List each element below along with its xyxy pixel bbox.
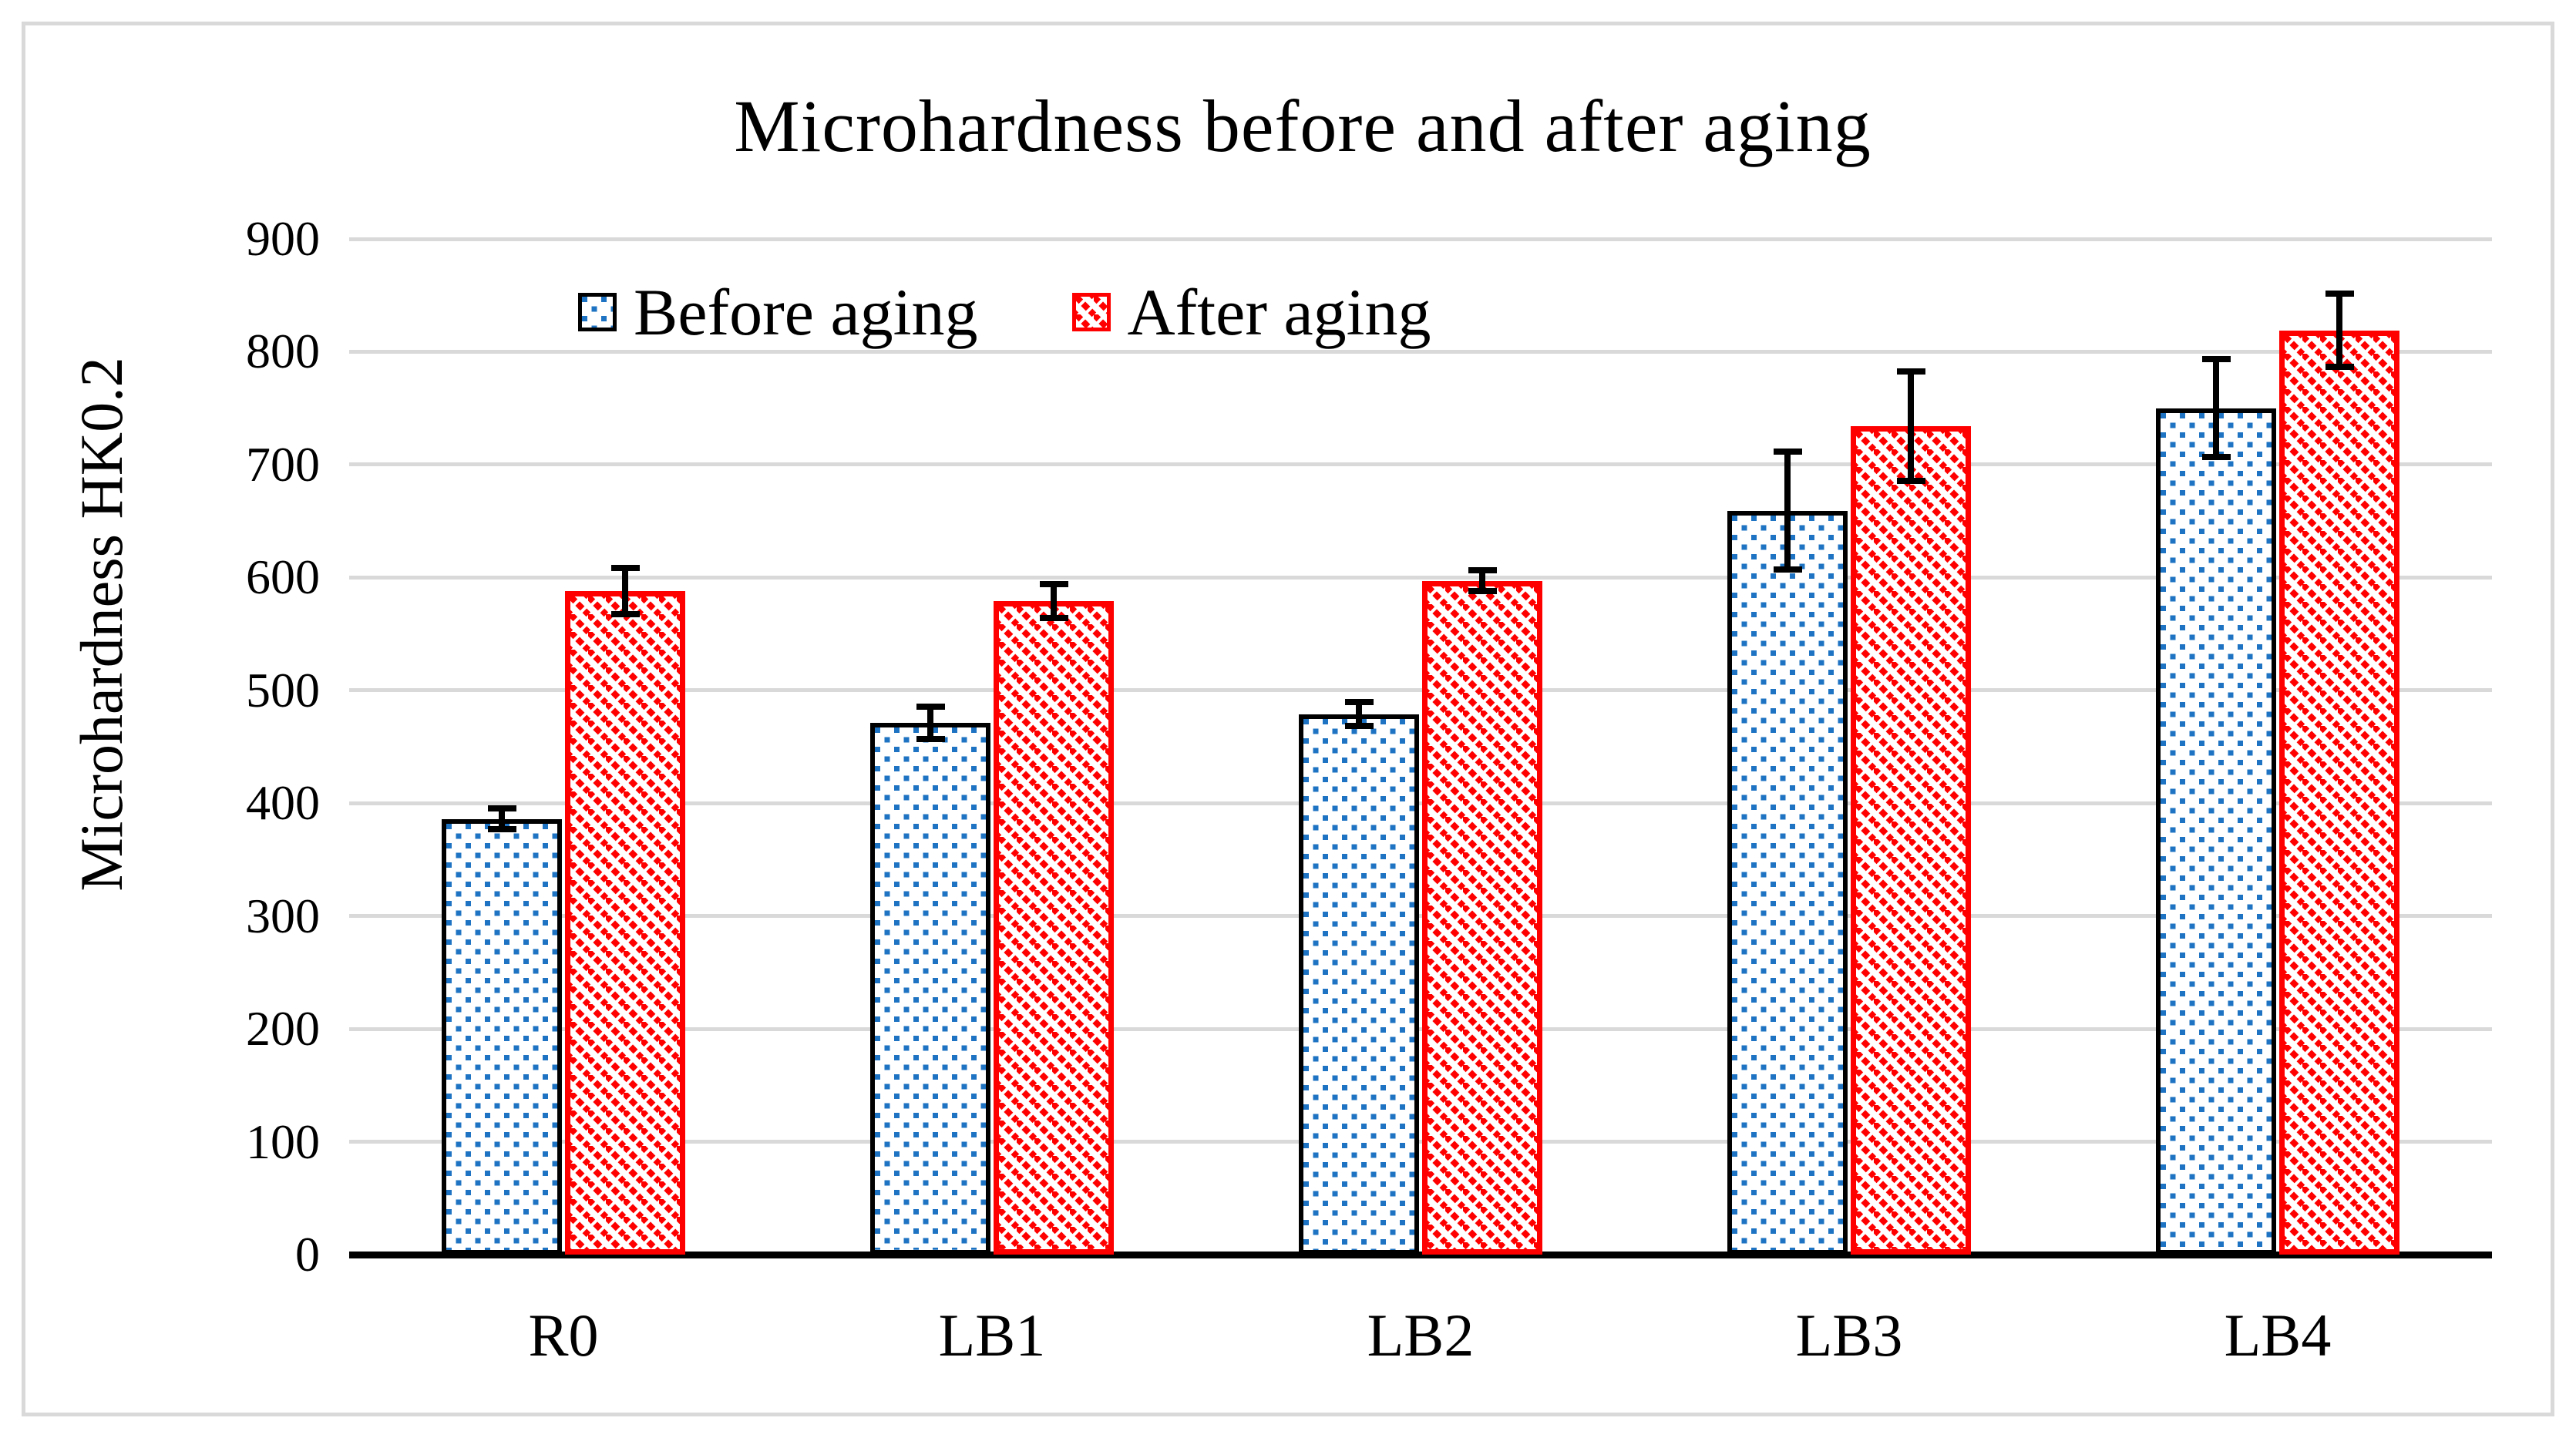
gridline-300 [349, 914, 2492, 919]
gridline-200 [349, 1026, 2492, 1031]
bar-after-aging-LB4 [2279, 330, 2399, 1255]
error-bar-before-aging-LB3 [1773, 449, 1802, 573]
y-tick-label-700: 700 [246, 436, 320, 492]
error-bar-line [2336, 291, 2342, 370]
y-tick-label-100: 100 [246, 1114, 320, 1169]
x-category-label-LB4: LB4 [2224, 1302, 2332, 1369]
gridline-900 [349, 237, 2492, 241]
y-tick-label-400: 400 [246, 775, 320, 831]
after-aging-swatch-icon [1071, 293, 1111, 331]
bar-before-aging-LB2 [1299, 714, 1419, 1255]
error-bar-line [1784, 449, 1791, 573]
error-bar-line [499, 805, 505, 833]
legend-label-before-aging: Before aging [634, 275, 978, 349]
error-bar-after-aging-LB1 [1039, 580, 1068, 622]
error-bar-after-aging-LB3 [1896, 368, 1925, 485]
before-aging-swatch-icon [578, 293, 617, 331]
x-category-label-LB1: LB1 [938, 1302, 1046, 1369]
y-tick-label-0: 0 [295, 1227, 320, 1282]
bar-before-aging-LB4 [2156, 408, 2276, 1255]
error-bar-after-aging-LB4 [2325, 291, 2354, 370]
gridline-800 [349, 349, 2492, 354]
error-bar-before-aging-LB1 [916, 704, 945, 743]
legend-item-before-aging: Before aging [578, 276, 978, 348]
gridline-400 [349, 801, 2492, 805]
bar-after-aging-LB3 [1851, 426, 1971, 1255]
error-bar-line [2213, 356, 2219, 461]
bar-before-aging-LB3 [1727, 510, 1848, 1255]
bar-after-aging-R0 [565, 590, 685, 1255]
bar-after-aging-LB1 [994, 601, 1114, 1255]
error-bar-before-aging-LB2 [1344, 699, 1374, 729]
error-bar-after-aging-LB2 [1468, 567, 1497, 595]
y-tick-label-500: 500 [246, 662, 320, 717]
error-bar-line [1479, 567, 1485, 595]
error-bar-line [1051, 580, 1057, 622]
legend: Before aging After aging [578, 276, 1431, 348]
x-category-label-LB3: LB3 [1795, 1302, 1903, 1369]
gridline-700 [349, 462, 2492, 467]
x-category-label-R0: R0 [528, 1302, 599, 1369]
x-axis-line [349, 1252, 2492, 1258]
y-tick-label-200: 200 [246, 1001, 320, 1057]
error-bar-before-aging-R0 [487, 805, 516, 833]
gridline-500 [349, 688, 2492, 693]
error-bar-after-aging-R0 [610, 565, 640, 617]
legend-item-after-aging: After aging [1071, 275, 1431, 349]
x-category-label-LB2: LB2 [1367, 1302, 1475, 1369]
y-tick-label-600: 600 [246, 549, 320, 605]
gridline-100 [349, 1140, 2492, 1144]
error-bar-line [927, 704, 933, 743]
error-bar-line [1908, 368, 1914, 484]
error-bar-line [622, 565, 628, 617]
y-tick-label-300: 300 [246, 888, 320, 943]
chart-title: Microhardness before and after aging [734, 85, 1871, 167]
y-tick-label-800: 800 [246, 324, 320, 379]
bar-before-aging-R0 [442, 818, 562, 1255]
y-tick-label-900: 900 [246, 211, 320, 266]
legend-label-after-aging: After aging [1127, 275, 1431, 349]
bar-after-aging-LB2 [1422, 580, 1542, 1255]
error-bar-line [1356, 699, 1362, 729]
bar-before-aging-LB1 [870, 723, 990, 1255]
gridline-600 [349, 575, 2492, 580]
error-bar-before-aging-LB4 [2201, 356, 2231, 461]
